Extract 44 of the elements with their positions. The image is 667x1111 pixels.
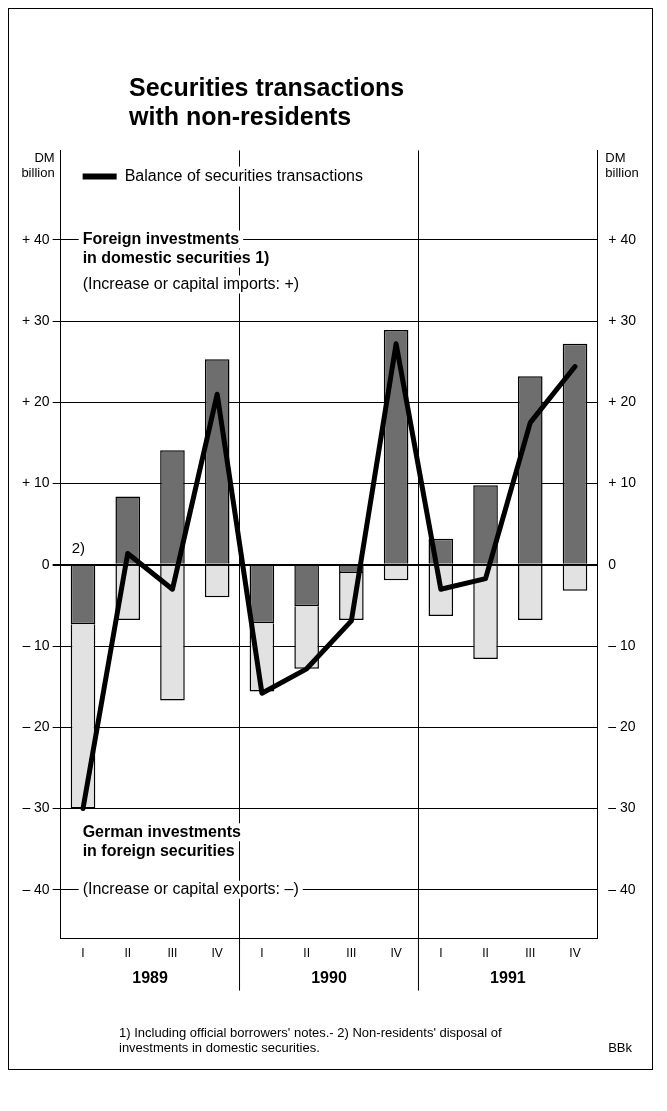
y-tick-label: + 30 xyxy=(22,311,50,328)
x-tick-label: IV xyxy=(569,946,581,961)
annotation: (Increase or capital exports: –) xyxy=(82,880,299,898)
y-tick-label: + 40 xyxy=(22,230,50,247)
y-tick-label: – 10 xyxy=(22,636,50,653)
text: 1) Including official borrowers' notes.- 2) Non-residents' disposal of investments in domestic securities. xyxy=(119,1025,503,1055)
y-tick-label: – 20 xyxy=(22,718,50,735)
x-tick-label: III xyxy=(525,946,536,961)
text: 1991 xyxy=(490,969,526,987)
annotation: (Increase or capital imports: +) xyxy=(82,274,300,292)
x-tick-label: III xyxy=(167,946,178,961)
x-tick-label: I xyxy=(260,946,264,961)
x-tick-label: IV xyxy=(390,946,402,961)
x-tick-label: IV xyxy=(211,946,223,961)
legend-label: Balance of securities transactions xyxy=(124,166,363,184)
text: BBk xyxy=(608,1040,632,1055)
annotation: 2) xyxy=(71,538,85,556)
y-tick-label: + 20 xyxy=(22,393,50,410)
x-tick-label: III xyxy=(346,946,357,961)
annotation: German investments in foreign securities xyxy=(82,822,242,859)
x-tick-label: II xyxy=(124,946,132,961)
y2-tick-label: + 30 xyxy=(608,311,637,328)
y2-tick-label: + 40 xyxy=(608,230,637,247)
text: 1990 xyxy=(311,969,347,987)
y2-axis-title: DM billion xyxy=(605,149,639,180)
y2-tick-label: – 20 xyxy=(608,718,636,735)
y-tick-label: – 30 xyxy=(22,799,50,816)
x-tick-label: I xyxy=(439,946,443,961)
y2-tick-label: – 10 xyxy=(608,636,636,653)
chart-title: Securities transactions with non-residents xyxy=(129,73,406,131)
annotation: Foreign investments in domestic securities 1) xyxy=(82,229,270,266)
text: 1989 xyxy=(132,969,168,987)
y2-tick-label: + 10 xyxy=(608,474,637,491)
y2-tick-label: + 20 xyxy=(608,393,637,410)
y2-tick-label: – 30 xyxy=(608,799,636,816)
x-tick-label: I xyxy=(81,946,85,961)
x-tick-label: II xyxy=(303,946,310,961)
y-axis-title: DM billion xyxy=(21,149,55,180)
y-tick-label: 0 xyxy=(41,555,50,572)
y-tick-label: – 40 xyxy=(22,880,50,897)
y2-tick-label: 0 xyxy=(608,555,617,572)
y2-tick-label: – 40 xyxy=(608,880,636,897)
x-tick-label: II xyxy=(482,946,489,961)
y-tick-label: + 10 xyxy=(22,474,50,491)
